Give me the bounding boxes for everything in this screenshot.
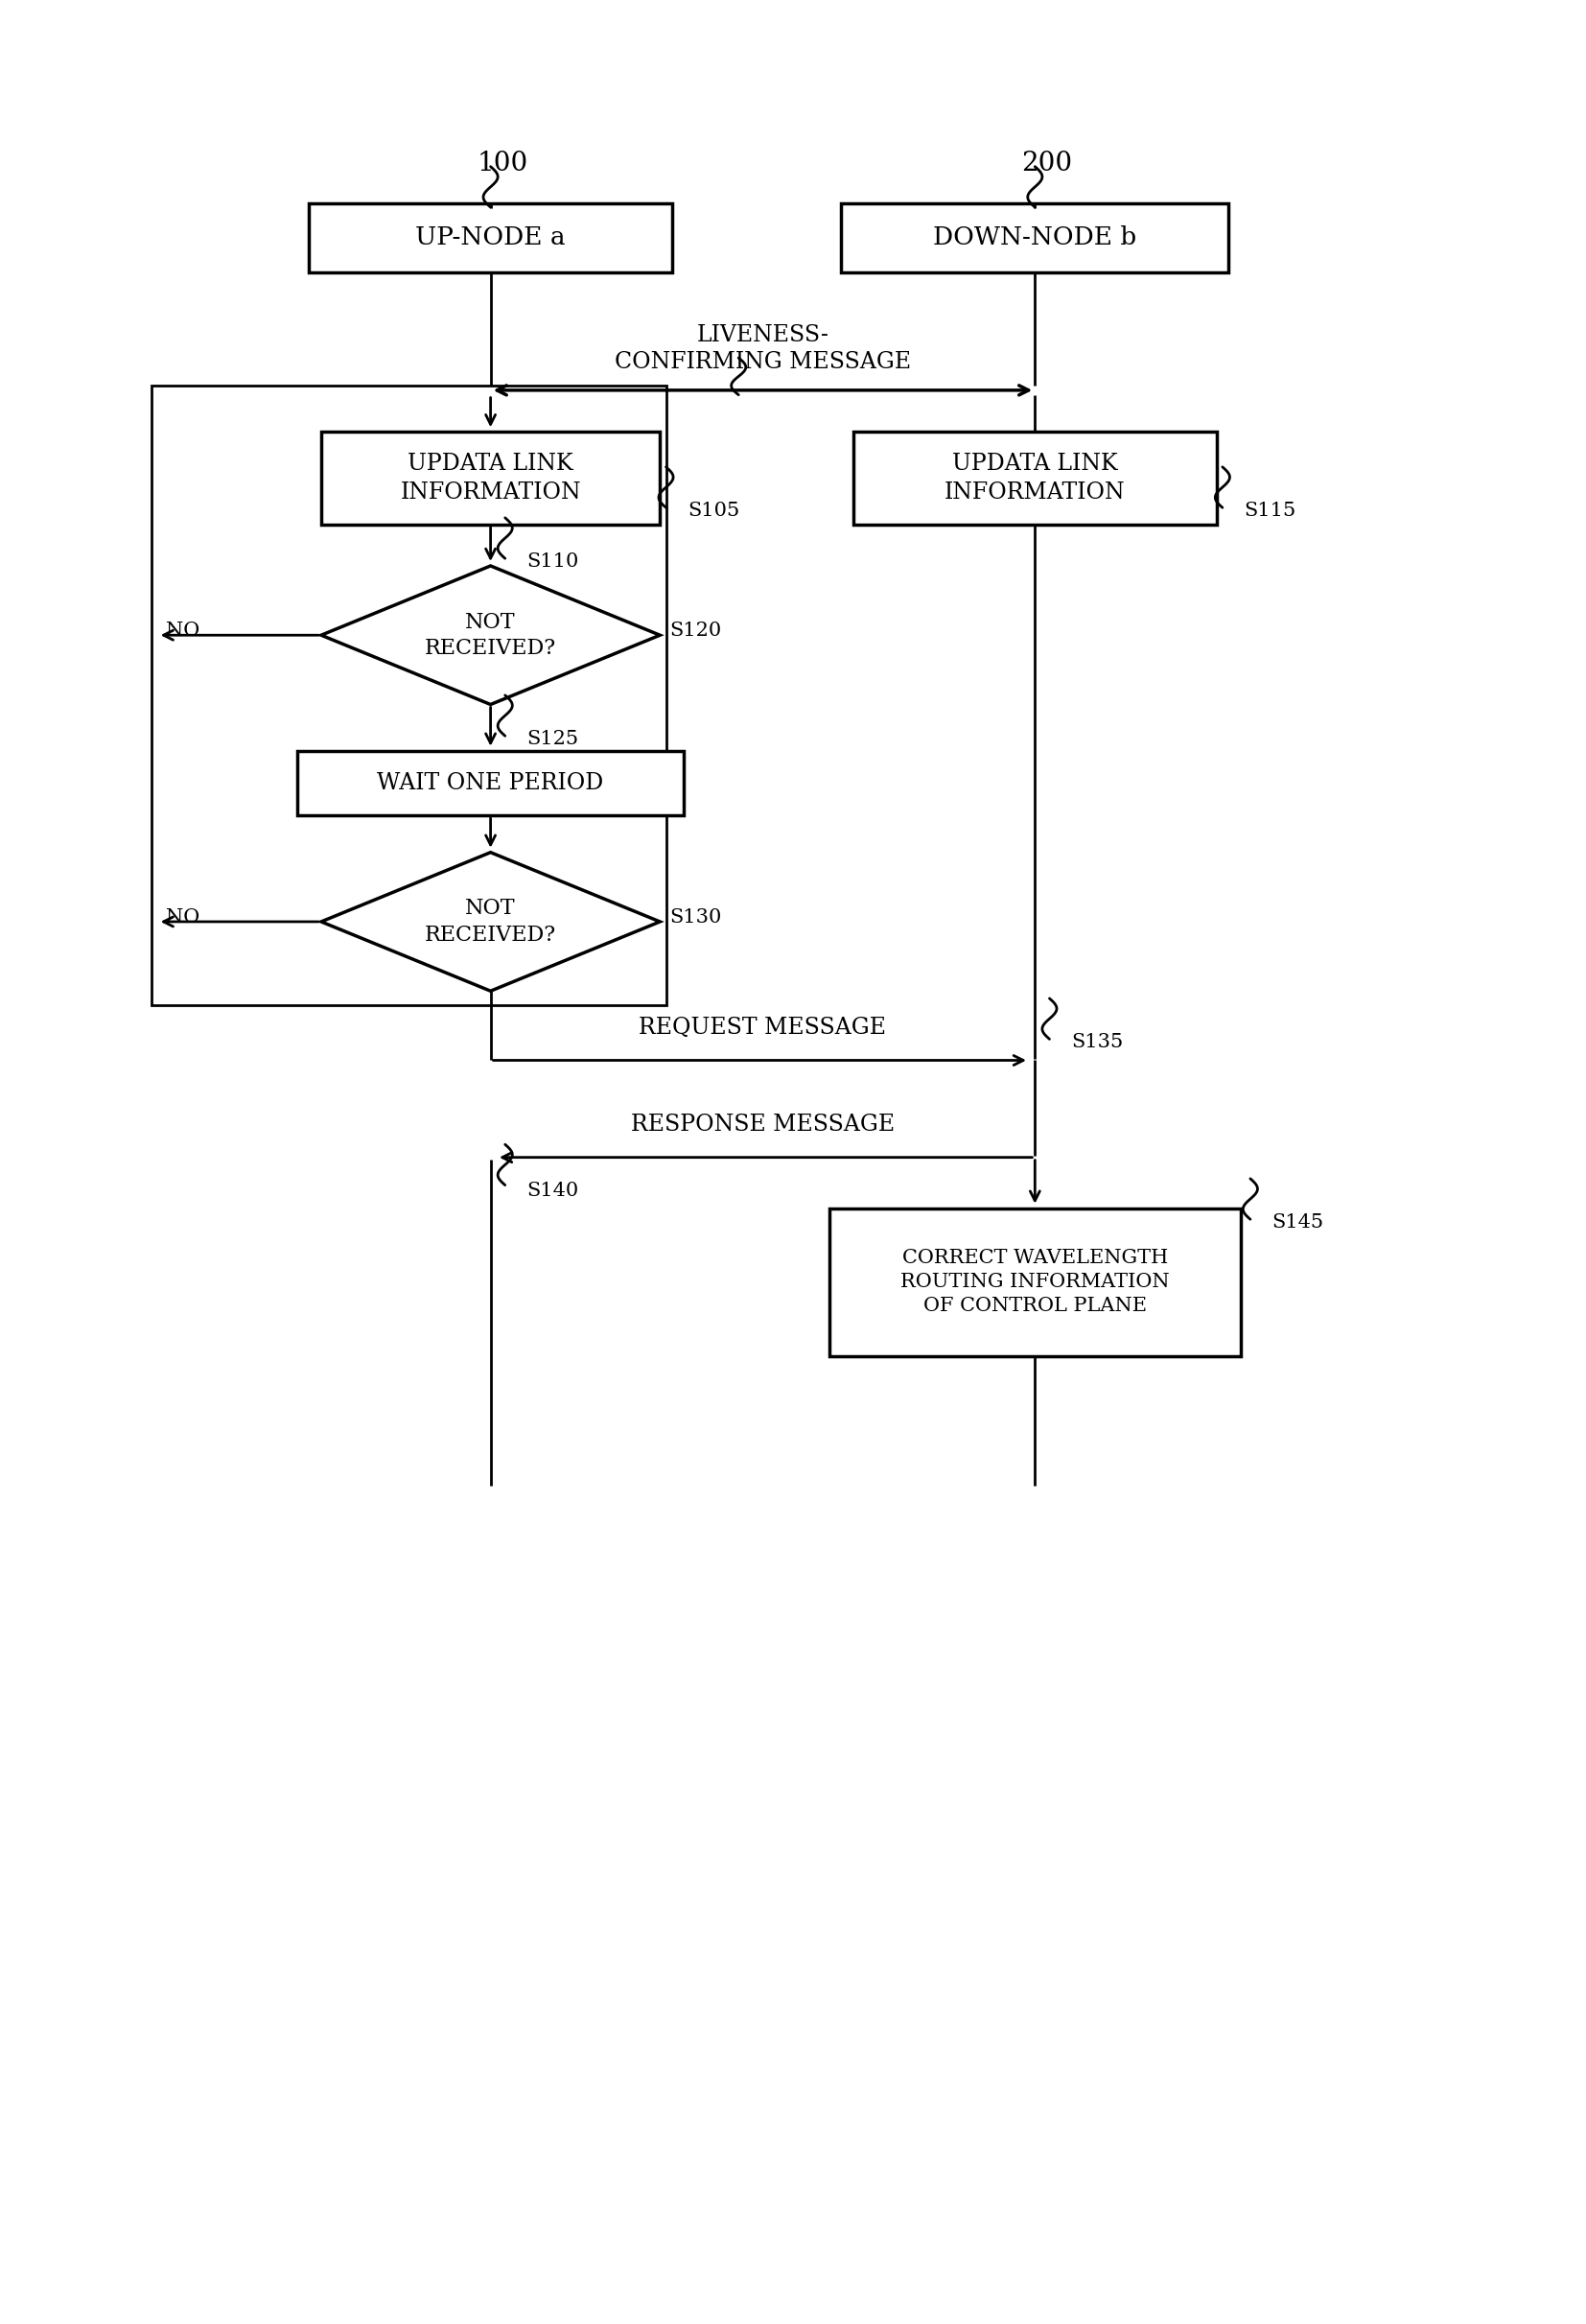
Text: NO: NO bbox=[167, 621, 200, 639]
Text: 100: 100 bbox=[477, 151, 528, 177]
Text: S115: S115 bbox=[1245, 502, 1296, 521]
Text: NOT
RECEIVED?: NOT RECEIVED? bbox=[425, 611, 557, 658]
Text: S125: S125 bbox=[527, 730, 579, 748]
Polygon shape bbox=[322, 853, 660, 990]
Text: UP-NODE a: UP-NODE a bbox=[416, 225, 566, 249]
Text: S120: S120 bbox=[669, 621, 722, 639]
Text: S145: S145 bbox=[1272, 1213, 1324, 1232]
Text: S105: S105 bbox=[688, 502, 739, 521]
Text: LIVENESS-
CONFIRMING MESSAGE: LIVENESS- CONFIRMING MESSAGE bbox=[614, 323, 910, 374]
Text: NOT
RECEIVED?: NOT RECEIVED? bbox=[425, 897, 557, 946]
Text: WAIT ONE PERIOD: WAIT ONE PERIOD bbox=[377, 772, 604, 795]
Bar bbox=[829, 1208, 1240, 1357]
Text: S140: S140 bbox=[527, 1181, 579, 1199]
Bar bbox=[322, 432, 660, 525]
Text: S135: S135 bbox=[1071, 1032, 1123, 1050]
Text: CORRECT WAVELENGTH
ROUTING INFORMATION
OF CONTROL PLANE: CORRECT WAVELENGTH ROUTING INFORMATION O… bbox=[901, 1248, 1169, 1315]
Text: RESPONSE MESSAGE: RESPONSE MESSAGE bbox=[631, 1113, 895, 1136]
Text: S110: S110 bbox=[527, 553, 579, 569]
Text: UPDATA LINK
INFORMATION: UPDATA LINK INFORMATION bbox=[400, 453, 580, 504]
Bar bbox=[297, 751, 684, 816]
Bar bbox=[842, 202, 1229, 272]
Text: 200: 200 bbox=[1021, 151, 1072, 177]
Bar bbox=[309, 202, 672, 272]
Polygon shape bbox=[322, 565, 660, 704]
Text: DOWN-NODE b: DOWN-NODE b bbox=[933, 225, 1137, 249]
Bar bbox=[853, 432, 1216, 525]
Text: S130: S130 bbox=[669, 909, 722, 927]
Bar bbox=[152, 386, 666, 1004]
Text: NO: NO bbox=[167, 909, 200, 927]
Text: REQUEST MESSAGE: REQUEST MESSAGE bbox=[639, 1018, 887, 1039]
Text: UPDATA LINK
INFORMATION: UPDATA LINK INFORMATION bbox=[945, 453, 1126, 504]
